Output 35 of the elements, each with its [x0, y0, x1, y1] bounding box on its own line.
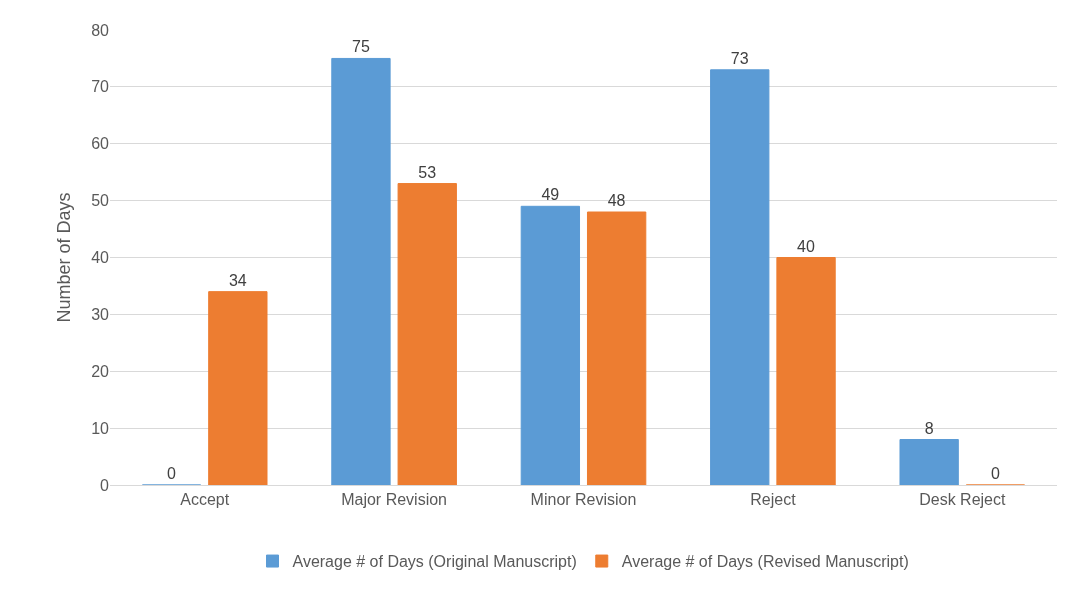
data-label: 75: [352, 38, 370, 56]
data-label: 53: [418, 163, 437, 181]
x-tick-label: Minor Revision: [530, 491, 637, 509]
y-tick-label: 40: [91, 249, 110, 267]
y-tick-label: 20: [91, 362, 110, 380]
data-label: 0: [167, 465, 177, 482]
y-tick-label: 50: [91, 192, 110, 210]
bar: [397, 183, 457, 485]
x-tick-label: Accept: [180, 491, 230, 509]
x-tick-label: Reject: [750, 491, 797, 509]
y-tick-label: 30: [91, 305, 110, 323]
bar: [208, 291, 268, 485]
data-label: 34: [228, 271, 247, 289]
legend-label: Average # of Days (Revised Manuscript): [621, 553, 909, 571]
y-tick-label: 70: [91, 78, 110, 96]
legend-label: Average # of Days (Original Manuscript): [292, 553, 577, 571]
bar: [710, 69, 770, 485]
bar: [776, 257, 836, 485]
bar: [520, 205, 581, 485]
data-label: 49: [541, 186, 560, 204]
bar: [899, 439, 959, 485]
data-label: 48: [607, 192, 626, 209]
x-tick-label: Major Revision: [341, 491, 448, 509]
data-label: 8: [924, 419, 934, 437]
y-tick-label: 80: [91, 21, 110, 39]
data-label: 0: [990, 465, 1000, 482]
y-axis-title: Number of Days: [54, 192, 75, 323]
bar: [331, 57, 391, 485]
y-tick-label: 60: [91, 135, 110, 153]
bar: [586, 211, 647, 485]
x-tick-label: Desk Reject: [919, 491, 1006, 509]
data-label: 73: [730, 49, 749, 67]
data-label: 40: [797, 237, 815, 255]
y-tick-label: 0: [100, 476, 110, 494]
y-tick-label: 10: [91, 419, 110, 437]
